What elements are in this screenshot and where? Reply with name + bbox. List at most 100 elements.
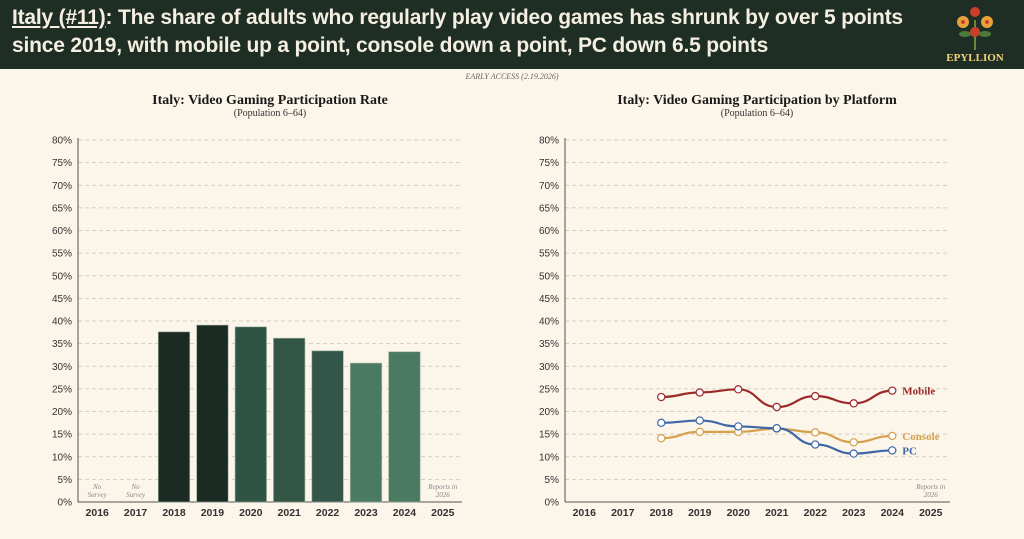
point-console — [695, 427, 704, 437]
bar-chart-y-tick: 35% — [52, 339, 72, 350]
line-chart-y-tick: 15% — [539, 430, 559, 441]
line-chart-y-tick: 30% — [539, 362, 559, 373]
bar-chart-x-tick: 2019 — [201, 507, 225, 519]
legend-label-mobile: Mobile — [902, 386, 935, 398]
line-chart-y-tick: 60% — [539, 226, 559, 237]
bar-chart-x-tick: 2018 — [162, 507, 186, 519]
bar-chart-annotation: No Survey — [126, 483, 146, 499]
headline: Italy (#11): The share of adults who reg… — [12, 4, 932, 60]
epyllion-logo: EPYLLION — [935, 2, 1015, 66]
line-chart-annotation: Reports in 2026 — [915, 483, 945, 499]
line-chart-y-tick: 75% — [539, 158, 559, 169]
floral-logo-icon — [957, 7, 993, 50]
line-chart-y-tick: 45% — [539, 294, 559, 305]
point-mobile — [811, 391, 820, 401]
line-chart-y-tick: 35% — [539, 339, 559, 350]
point-pc — [849, 449, 858, 458]
bar-chart-x-tick: 2024 — [393, 507, 417, 519]
bar-2019 — [196, 324, 229, 503]
line-chart-y-tick: 40% — [539, 317, 559, 328]
line-chart-y-tick: 70% — [539, 181, 559, 192]
line-chart-x-tick: 2018 — [650, 507, 674, 519]
point-mobile — [734, 385, 743, 394]
bar-chart-y-tick: 15% — [52, 430, 72, 441]
line-chart-x-tick: 2022 — [804, 507, 828, 519]
line-chart-x-tick: 2024 — [881, 507, 905, 519]
header-banner: Italy (#11): The share of adults who reg… — [0, 0, 1024, 69]
bar-chart-y-tick: 0% — [58, 498, 73, 509]
bar-chart-y-tick: 50% — [52, 271, 72, 282]
line-chart-x-tick: 2020 — [727, 507, 751, 519]
line-chart-y-tick: 50% — [539, 271, 559, 282]
line-chart-x-tick: 2017 — [611, 507, 635, 519]
bar-2023 — [349, 362, 383, 503]
headline-text: : The share of adults who regularly play… — [12, 6, 903, 57]
bar-2020 — [234, 326, 267, 503]
bar-chart-x-tick: 2021 — [278, 507, 302, 519]
line-chart-y-tick: 5% — [545, 475, 560, 486]
legend-label-pc: PC — [902, 445, 917, 457]
bar-chart-y-tick: 55% — [52, 249, 72, 260]
line-chart-y-tick: 0% — [545, 498, 560, 509]
point-console — [811, 428, 820, 437]
bar-chart-y-tick: 5% — [58, 475, 73, 486]
legend-label-console: Console — [902, 431, 939, 443]
point-pc — [888, 446, 897, 455]
line-chart-x-tick: 2016 — [573, 507, 597, 519]
bar-chart-y-tick: 70% — [52, 181, 72, 192]
right-chart-title: Italy: Video Gaming Participation by Pla… — [617, 93, 897, 108]
line-chart-x-tick: 2021 — [765, 507, 789, 519]
bar-chart-x-tick: 2022 — [316, 507, 340, 519]
line-chart-y-tick: 65% — [539, 203, 559, 214]
point-console — [849, 438, 858, 447]
point-mobile — [888, 386, 897, 395]
bar-2022 — [311, 350, 344, 503]
point-mobile — [657, 392, 666, 402]
logo-text: EPYLLION — [946, 52, 1004, 64]
headline-country-link[interactable]: Italy (#11) — [12, 6, 106, 29]
line-chart-x-tick: 2023 — [842, 507, 866, 519]
bar-chart-x-tick: 2023 — [354, 507, 378, 519]
bar-2021 — [273, 337, 306, 503]
bar-chart-annotation: No Survey — [88, 483, 108, 499]
line-chart-y-tick: 55% — [539, 249, 559, 260]
left-chart-title: Italy: Video Gaming Participation Rate — [152, 93, 388, 108]
bar-chart-x-tick: 2017 — [124, 507, 148, 519]
point-pc — [657, 418, 666, 428]
bar-chart-x-tick: 2016 — [86, 507, 110, 519]
right-chart-subtitle: (Population 6–64) — [721, 108, 794, 119]
bar-chart-annotation: Reports in 2026 — [427, 483, 457, 499]
bar-chart-y-tick: 45% — [52, 294, 72, 305]
point-mobile — [695, 388, 704, 397]
bar-chart-y-tick: 20% — [52, 407, 72, 418]
line-chart-y-tick: 25% — [539, 384, 559, 395]
point-pc — [811, 440, 820, 449]
point-pc — [695, 416, 704, 425]
bar-chart-y-tick: 75% — [52, 158, 72, 169]
bar-chart-y-tick: 25% — [52, 384, 72, 395]
bar-2018 — [157, 331, 191, 503]
left-chart-subtitle: (Population 6–64) — [234, 108, 307, 119]
line-chart-x-tick: 2019 — [688, 507, 712, 519]
bar-2024 — [388, 351, 421, 503]
point-mobile — [772, 402, 781, 412]
point-console — [657, 433, 666, 443]
line-chart-y-tick: 20% — [539, 407, 559, 418]
bar-chart-x-tick: 2020 — [239, 507, 263, 519]
bar-chart-y-tick: 10% — [52, 452, 72, 463]
bar-chart-x-tick: 2025 — [431, 507, 455, 519]
point-pc — [772, 424, 781, 433]
bar-chart-y-tick: 40% — [52, 317, 72, 328]
line-chart-y-tick: 10% — [539, 452, 559, 463]
point-pc — [734, 422, 743, 431]
point-mobile — [849, 399, 858, 408]
bar-chart-y-tick: 60% — [52, 226, 72, 237]
early-access-label: EARLY ACCESS (2.19.2026) — [465, 72, 559, 81]
bar-chart-y-tick: 30% — [52, 362, 72, 373]
line-chart-y-tick: 80% — [539, 136, 559, 147]
bar-chart-y-tick: 80% — [52, 136, 72, 147]
bar-chart-y-tick: 65% — [52, 203, 72, 214]
line-chart-x-tick: 2025 — [919, 507, 943, 519]
point-console — [888, 431, 897, 441]
